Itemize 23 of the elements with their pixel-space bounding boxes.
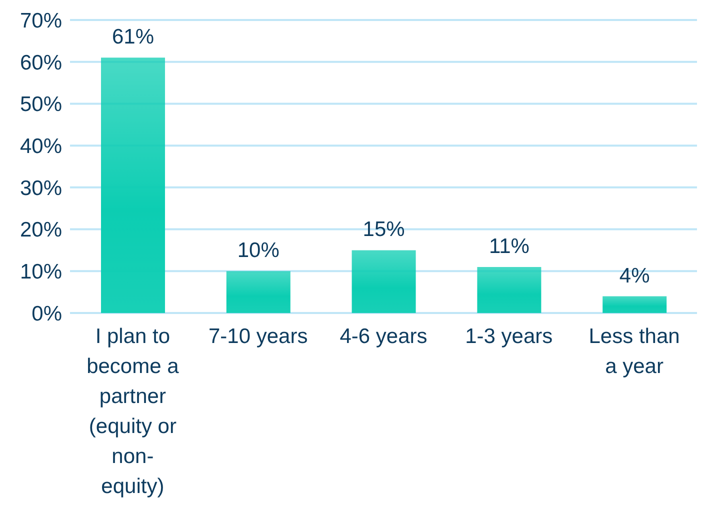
x-tick-label: 1-3 years — [465, 325, 553, 348]
bar — [101, 58, 165, 313]
y-tick-label: 50% — [20, 93, 62, 116]
y-tick-label: 40% — [20, 135, 62, 158]
data-label: 15% — [362, 218, 405, 242]
y-tick-label: 10% — [20, 260, 62, 284]
x-tick-label: Less than a year — [588, 325, 680, 378]
bar — [477, 266, 542, 313]
data-label: 11% — [488, 234, 530, 258]
x-tick-label: 4-6 years — [340, 325, 428, 348]
bar — [602, 296, 667, 313]
bar — [226, 271, 290, 313]
x-tick-label: 7-10 years — [208, 325, 308, 348]
bar — [352, 250, 416, 313]
y-tick-label: 60% — [20, 51, 62, 74]
data-label: 61% — [112, 26, 154, 49]
y-tick-label: 30% — [20, 176, 62, 200]
y-tick-label: 20% — [20, 218, 62, 242]
x-tick-label: I plan to become a partner (equity or non-equity) — [86, 325, 180, 498]
data-label: 4% — [619, 264, 650, 288]
y-tick-label: 0% — [32, 302, 62, 326]
data-label: 10% — [237, 239, 280, 262]
y-tick-label: 70% — [20, 9, 62, 32]
